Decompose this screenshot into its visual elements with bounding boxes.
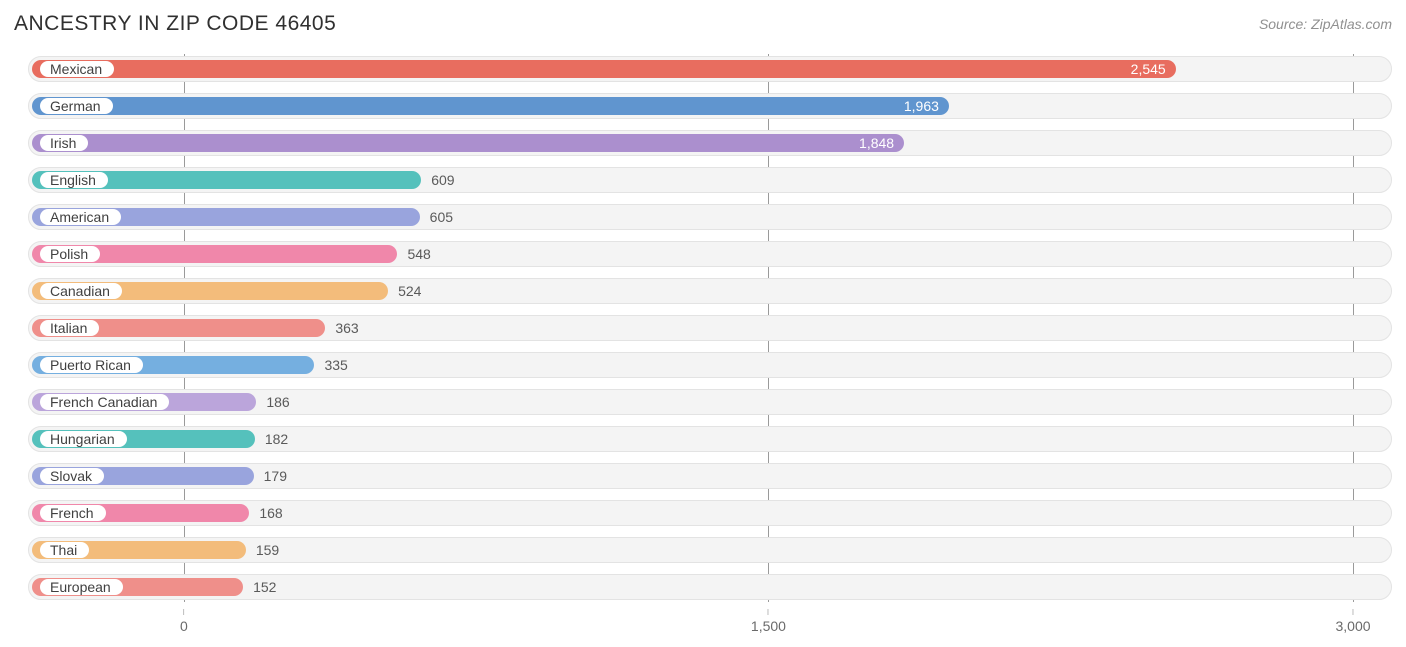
bar-row: Italian 363 [28,313,1392,343]
tick-mark [183,609,184,615]
tick-label: 3,000 [1335,618,1370,634]
category-pill: Polish [40,246,100,262]
bar-row: Polish 548 [28,239,1392,269]
tick-label: 1,500 [751,618,786,634]
value-label: 2,545 [1131,54,1166,84]
value-label: 363 [335,313,358,343]
value-label: 1,848 [859,128,894,158]
value-label: 335 [324,350,347,380]
chart-title: ANCESTRY IN ZIP CODE 46405 [14,12,336,36]
bar-row: French Canadian 186 [28,387,1392,417]
category-pill: German [40,98,113,114]
tick-mark [768,609,769,615]
ancestry-bar-chart: Mexican 2,545 German 1,963 Irish 1,848 English… [14,54,1392,635]
bar-row: French 168 [28,498,1392,528]
bar [32,97,949,115]
value-label: 609 [431,165,454,195]
bar [32,134,904,152]
bar-row: American 605 [28,202,1392,232]
bar-row: English 609 [28,165,1392,195]
bar-row: German 1,963 [28,91,1392,121]
x-tick: 1,500 [751,609,786,634]
plot-area: Mexican 2,545 German 1,963 Irish 1,848 English… [28,54,1392,602]
x-axis: 0 1,500 3,000 [28,609,1392,635]
x-tick: 3,000 [1335,609,1370,634]
bar-row: Thai 159 [28,535,1392,565]
bar-row: Hungarian 182 [28,424,1392,454]
category-pill: Slovak [40,468,104,484]
bar-row: Mexican 2,545 [28,54,1392,84]
value-label: 605 [430,202,453,232]
value-label: 186 [266,387,289,417]
value-label: 182 [265,424,288,454]
category-pill: Canadian [40,283,122,299]
category-pill: Hungarian [40,431,127,447]
bar-row: European 152 [28,572,1392,602]
value-label: 548 [407,239,430,269]
bar-row: Canadian 524 [28,276,1392,306]
chart-source: Source: ZipAtlas.com [1259,16,1392,32]
value-label: 179 [264,461,287,491]
value-label: 524 [398,276,421,306]
bar-row: Slovak 179 [28,461,1392,491]
category-pill: Puerto Rican [40,357,143,373]
tick-label: 0 [180,618,188,634]
chart-header: ANCESTRY IN ZIP CODE 46405 Source: ZipAt… [14,12,1392,36]
value-label: 168 [259,498,282,528]
category-pill: American [40,209,121,225]
value-label: 159 [256,535,279,565]
x-tick: 0 [180,609,188,634]
bar [32,60,1176,78]
tick-mark [1353,609,1354,615]
value-label: 152 [253,572,276,602]
category-pill: French [40,505,106,521]
category-pill: English [40,172,108,188]
bar-row: Puerto Rican 335 [28,350,1392,380]
category-pill: European [40,579,123,595]
category-pill: Italian [40,320,99,336]
value-label: 1,963 [904,91,939,121]
category-pill: French Canadian [40,394,169,410]
category-pill: Mexican [40,61,114,77]
category-pill: Thai [40,542,89,558]
bar-row: Irish 1,848 [28,128,1392,158]
category-pill: Irish [40,135,88,151]
